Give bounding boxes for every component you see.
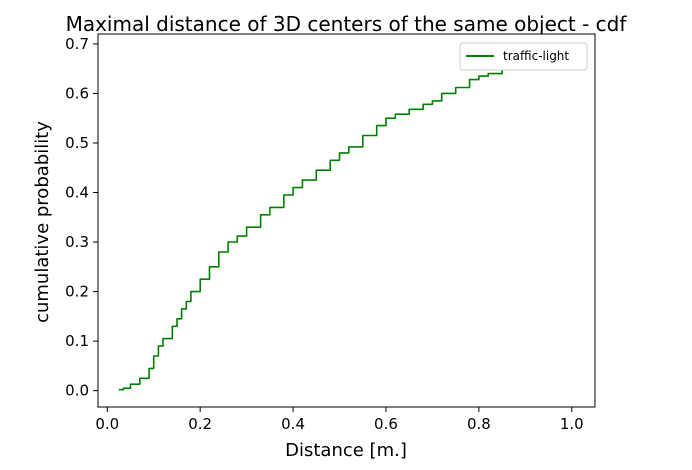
- y-tick-label: 0.3: [65, 233, 89, 251]
- x-tick-label: 0.0: [95, 415, 119, 433]
- series-line: [118, 53, 550, 391]
- legend: traffic-light: [459, 42, 588, 71]
- series-layer: [118, 53, 550, 391]
- x-tick-label: 0.2: [188, 415, 212, 433]
- plot-area: [97, 33, 596, 408]
- y-axis: 0.0 0.1 0.2 0.3 0.4 0.5 0.6 0.7: [65, 35, 98, 400]
- x-tick-label: 0.6: [374, 415, 398, 433]
- y-tick-label: 0.5: [65, 134, 89, 152]
- y-axis-label: cumulative probability: [32, 121, 53, 323]
- y-tick-label: 0.2: [65, 283, 89, 301]
- y-tick-label: 0.7: [65, 35, 89, 53]
- y-tick-label: 0.1: [65, 332, 89, 350]
- y-tick-label: 0.6: [65, 84, 89, 102]
- x-axis-label: Distance [m.]: [285, 440, 407, 461]
- x-tick-label: 0.4: [281, 415, 305, 433]
- y-tick-label: 0.4: [65, 184, 89, 202]
- x-tick-label: 1.0: [560, 415, 584, 433]
- x-tick-label: 0.8: [467, 415, 491, 433]
- y-tick-label: 0.0: [65, 382, 89, 400]
- x-axis: 0.0 0.2 0.4 0.6 0.8 1.0: [95, 407, 584, 433]
- legend-box: [459, 42, 588, 71]
- legend-label: traffic-light: [503, 49, 569, 63]
- chart-title: Maximal distance of 3D centers of the sa…: [66, 12, 628, 36]
